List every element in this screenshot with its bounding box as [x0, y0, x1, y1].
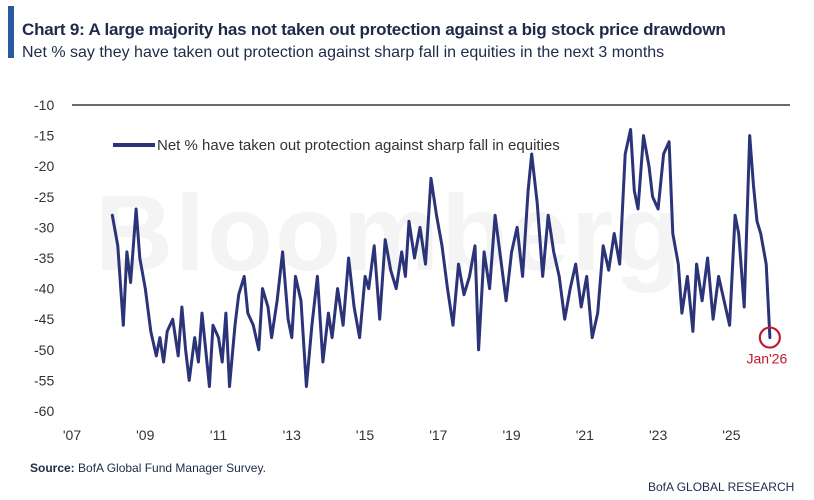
y-tick-label: -60 — [34, 403, 54, 419]
x-tick-label: '15 — [356, 427, 374, 443]
x-tick-label: '21 — [576, 427, 594, 443]
series-line — [110, 128, 772, 388]
x-tick-label: '23 — [649, 427, 667, 443]
highlight-circle — [758, 326, 781, 349]
x-tick-label: '25 — [722, 427, 740, 443]
x-tick-label: '19 — [502, 427, 520, 443]
source-note: Source: BofA Global Fund Manager Survey. — [30, 461, 266, 475]
y-tick-label: -25 — [34, 189, 54, 205]
x-tick-label: '09 — [136, 427, 154, 443]
x-tick-label: '11 — [210, 427, 227, 443]
source-text: BofA Global Fund Manager Survey. — [74, 461, 266, 475]
annotation-label: Jan'26 — [746, 351, 787, 367]
x-tick-label: '07 — [63, 427, 81, 443]
source-label: Source: — [30, 461, 75, 475]
x-tick-label: '17 — [429, 427, 447, 443]
y-tick-label: -35 — [34, 250, 54, 266]
y-tick-label: -55 — [34, 372, 54, 388]
chart-title: Chart 9: A large majority has not taken … — [22, 20, 726, 39]
title-accent-bar — [8, 6, 14, 58]
legend-label: Net % have taken out protection against … — [157, 137, 560, 154]
y-tick-label: -30 — [34, 219, 54, 235]
y-tick-label: -20 — [34, 158, 54, 174]
research-credit: BofA GLOBAL RESEARCH — [648, 480, 795, 494]
chart-subtitle: Net % say they have taken out protection… — [22, 44, 665, 61]
y-tick-label: -10 — [34, 97, 54, 113]
y-tick-label: -45 — [34, 311, 54, 327]
x-tick-label: '13 — [283, 427, 301, 443]
y-tick-label: -15 — [34, 128, 54, 144]
y-tick-label: -40 — [34, 281, 54, 297]
y-tick-label: -50 — [34, 342, 54, 358]
watermark-logo: Bloomberg — [95, 172, 684, 293]
